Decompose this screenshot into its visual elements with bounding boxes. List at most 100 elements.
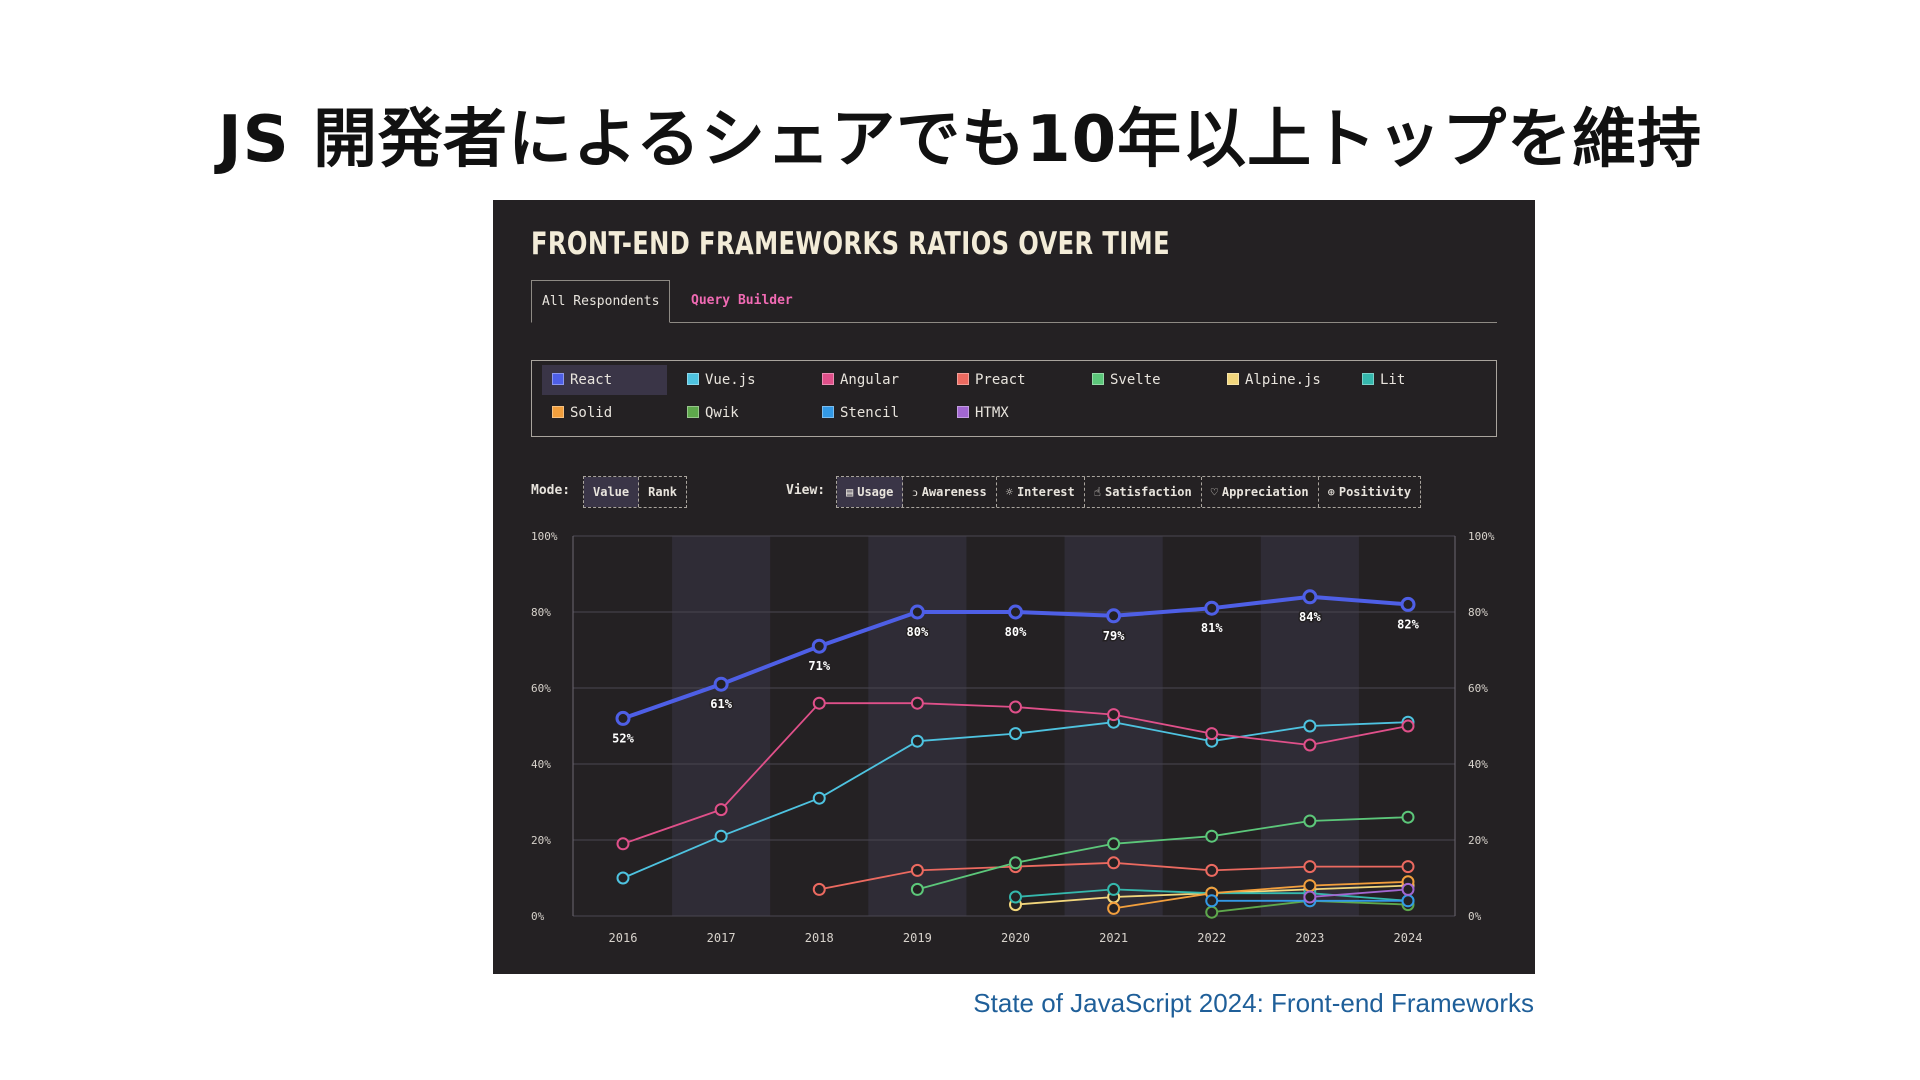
data-point-react <box>811 638 827 654</box>
data-point-qwik <box>1205 905 1219 919</box>
data-label-react: 82% <box>1397 617 1419 631</box>
data-point-svelte <box>1205 829 1219 843</box>
data-point-preact <box>812 882 826 896</box>
data-point-stencil <box>1205 894 1219 908</box>
data-label-react: 52% <box>612 731 634 745</box>
y-tick-label-right: 0% <box>1468 910 1482 923</box>
mode-toggle: Value Rank <box>583 476 688 508</box>
x-tick-label: 2024 <box>1394 931 1423 945</box>
data-label-react: 84% <box>1299 610 1321 624</box>
slide-title: JS 開発者によるシェアでも10年以上トップを維持 <box>217 103 1703 177</box>
view-appreciation-button[interactable]: ♡ Appreciation <box>1202 477 1319 507</box>
legend-label: Svelte <box>1110 372 1161 388</box>
data-point-react <box>1400 596 1416 612</box>
legend-item-angular[interactable]: Angular <box>812 365 937 395</box>
legend-item-vue-js[interactable]: Vue.js <box>677 365 802 395</box>
y-tick-label-right: 60% <box>1468 682 1488 695</box>
mode-label: Mode: <box>531 483 571 498</box>
y-tick-label-left: 40% <box>531 758 551 771</box>
data-point-vue-js <box>1303 719 1317 733</box>
legend-item-lit[interactable]: Lit <box>1352 365 1477 395</box>
data-point-stencil <box>1401 894 1415 908</box>
data-point-svelte <box>1401 810 1415 824</box>
legend-item-alpine-js[interactable]: Alpine.js <box>1217 365 1342 395</box>
y-tick-label-right: 100% <box>1468 530 1495 543</box>
y-tick-label-left: 80% <box>531 606 551 619</box>
legend-label: Stencil <box>840 405 900 421</box>
data-label-react: 61% <box>710 697 732 711</box>
legend: React Vue.js Angular Preact Svelte Alpine.js L… <box>531 360 1497 437</box>
data-point-react <box>1106 608 1122 624</box>
x-tick-label: 2016 <box>609 931 638 945</box>
line-chart: 0% 0% 20% 20% 40% 40% 60% 60% 80% 80% 100% 100% 2016… <box>531 530 1495 945</box>
x-tick-label: 2017 <box>707 931 736 945</box>
data-point-lit <box>1107 882 1121 896</box>
legend-swatch <box>687 406 699 418</box>
heart-icon: ♡ <box>1210 485 1218 499</box>
tab-all-respondents[interactable]: All Respondents <box>531 280 671 323</box>
legend-label: React <box>570 372 613 388</box>
data-label-react: 71% <box>808 659 830 673</box>
y-tick-label-left: 0% <box>531 910 545 923</box>
view-satisfaction-button[interactable]: ☝ Satisfaction <box>1085 477 1202 507</box>
legend-item-react[interactable]: React <box>542 365 667 395</box>
legend-label: Preact <box>975 372 1026 388</box>
data-label-react: 80% <box>907 625 929 639</box>
legend-label: Alpine.js <box>1245 372 1321 388</box>
legend-swatch <box>822 406 834 418</box>
thumbs-up-icon: ☝ <box>1093 485 1101 499</box>
legend-item-solid[interactable]: Solid <box>542 398 667 428</box>
series-line-htmx <box>1309 888 1409 898</box>
y-tick-label-right: 40% <box>1468 758 1488 771</box>
data-point-angular <box>616 837 630 851</box>
y-tick-label-right: 80% <box>1468 606 1488 619</box>
legend-item-qwik[interactable]: Qwik <box>677 398 802 428</box>
x-tick-label: 2020 <box>1001 931 1030 945</box>
view-positivity-button[interactable]: ⊕ Positivity <box>1319 477 1420 507</box>
mode-value-button[interactable]: Value <box>584 477 640 507</box>
data-point-preact <box>1401 860 1415 874</box>
legend-swatch <box>552 406 564 418</box>
view-interest-button[interactable]: ☼ Interest <box>997 477 1085 507</box>
view-appreciation-label: Appreciation <box>1221 485 1309 499</box>
data-point-angular <box>1303 738 1317 752</box>
view-interest-label: Interest <box>1016 485 1075 499</box>
view-positivity-label: Positivity <box>1338 485 1412 499</box>
legend-item-svelte[interactable]: Svelte <box>1082 365 1207 395</box>
x-tick-label: 2019 <box>903 931 932 945</box>
data-label-react: 80% <box>1005 625 1027 639</box>
view-satisfaction-label: Satisfaction <box>1104 485 1192 499</box>
legend-label: Vue.js <box>705 372 756 388</box>
legend-item-preact[interactable]: Preact <box>947 365 1072 395</box>
legend-label: Lit <box>1380 372 1406 388</box>
document-icon: ▤ <box>846 485 854 499</box>
x-tick-label: 2021 <box>1099 931 1128 945</box>
data-point-vue-js <box>812 791 826 805</box>
legend-swatch <box>1092 373 1104 385</box>
legend-item-stencil[interactable]: Stencil <box>812 398 937 428</box>
data-point-angular <box>812 696 826 710</box>
data-label-react: 81% <box>1201 621 1223 635</box>
data-point-react <box>1302 589 1318 605</box>
view-usage-button[interactable]: ▤ Usage <box>837 477 904 507</box>
y-tick-label-left: 20% <box>531 834 551 847</box>
data-point-angular <box>1107 708 1121 722</box>
series-line-solid <box>1113 880 1409 910</box>
mode-rank-button[interactable]: Rank <box>648 485 678 499</box>
data-point-svelte <box>1009 856 1022 870</box>
data-point-angular <box>714 803 728 817</box>
legend-item-htmx[interactable]: HTMX <box>947 398 1072 428</box>
view-awareness-button[interactable]: ↄ Awareness <box>903 477 997 507</box>
data-point-svelte <box>1107 837 1121 851</box>
data-point-preact <box>1107 856 1121 870</box>
data-point-preact <box>1303 860 1317 874</box>
data-label-react: 79% <box>1103 629 1125 643</box>
legend-swatch <box>687 373 699 385</box>
tab-query-builder[interactable]: Query Builder <box>691 293 793 308</box>
data-point-react <box>1008 604 1023 620</box>
data-point-svelte <box>910 882 924 896</box>
data-point-react <box>615 710 631 726</box>
column-band <box>868 536 967 916</box>
data-point-angular <box>1401 719 1415 733</box>
y-tick-label-left: 100% <box>531 530 558 543</box>
